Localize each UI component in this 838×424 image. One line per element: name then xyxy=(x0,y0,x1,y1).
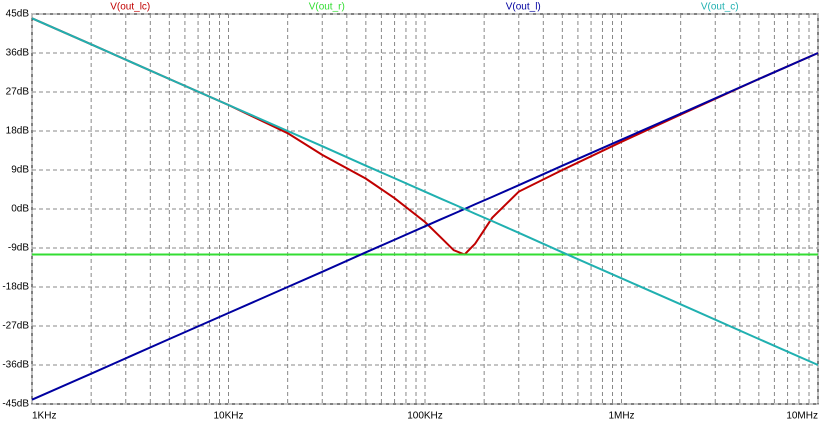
x-tick-label: 10MHz xyxy=(786,411,818,422)
y-tick-label: -27dB xyxy=(2,321,29,332)
y-tick-label: 27dB xyxy=(6,87,30,98)
series-line xyxy=(31,17,819,366)
y-tick-label: -9dB xyxy=(8,243,29,254)
y-tick-label: 9dB xyxy=(11,165,29,176)
legend-entry: V(out_r) xyxy=(309,2,345,13)
x-tick-label: 1KHz xyxy=(32,411,56,422)
legend-entry: V(out_c) xyxy=(701,2,739,13)
y-tick-label: -45dB xyxy=(2,399,29,410)
legend-entry: V(out_l) xyxy=(506,2,541,13)
y-tick-label: 45dB xyxy=(6,9,30,20)
y-tick-label: -18dB xyxy=(2,282,29,293)
x-tick-label: 100KHz xyxy=(407,411,443,422)
y-tick-label: -36dB xyxy=(2,360,29,371)
series-line xyxy=(31,52,819,401)
x-tick-label: 10KHz xyxy=(213,411,243,422)
y-tick-label: 36dB xyxy=(6,48,30,59)
y-tick-label: 0dB xyxy=(11,204,29,215)
y-tick-label: 18dB xyxy=(6,126,30,137)
x-tick-label: 1MHz xyxy=(608,411,634,422)
legend-entry: V(out_lc) xyxy=(110,2,150,13)
